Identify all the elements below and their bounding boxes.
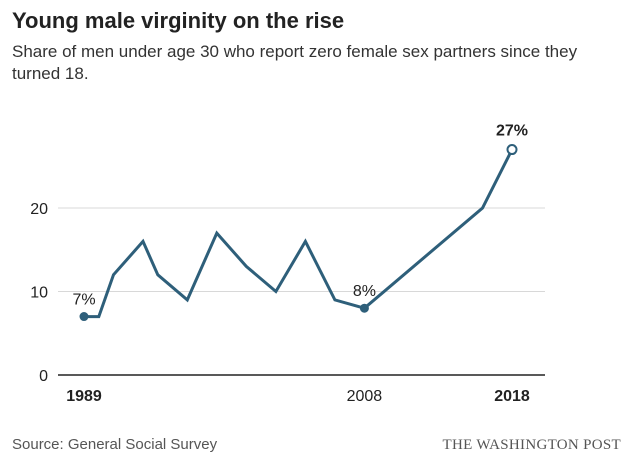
x-tick-label: 2008 xyxy=(347,388,383,405)
data-point-marker xyxy=(506,144,518,156)
chart-title: Young male virginity on the rise xyxy=(12,8,345,33)
series-line xyxy=(84,148,514,319)
y-tick-label: 10 xyxy=(30,285,48,302)
data-label: 8% xyxy=(353,283,376,300)
data-point-marker xyxy=(79,312,89,322)
publisher-logo: THE WASHINGTON POST xyxy=(442,437,621,453)
data-annotations: 7% 8% 27% xyxy=(72,123,528,322)
data-label: 7% xyxy=(72,292,95,309)
chart-subtitle: Share of men under age 30 who report zer… xyxy=(12,42,578,83)
y-tick-label: 0 xyxy=(39,368,48,385)
source-note: Source: General Social Survey xyxy=(12,436,218,453)
data-label: 27% xyxy=(496,123,528,140)
y-tick-label: 20 xyxy=(30,201,48,218)
y-axis-tick-labels: 0 10 20 xyxy=(30,201,48,385)
series-lines xyxy=(84,148,514,319)
x-axis-tick-labels: 1989 2008 2018 xyxy=(66,388,530,405)
grid-lines xyxy=(58,207,545,376)
x-tick-label: 2018 xyxy=(494,388,530,405)
data-point-marker xyxy=(359,303,369,313)
x-tick-label: 1989 xyxy=(66,388,102,405)
